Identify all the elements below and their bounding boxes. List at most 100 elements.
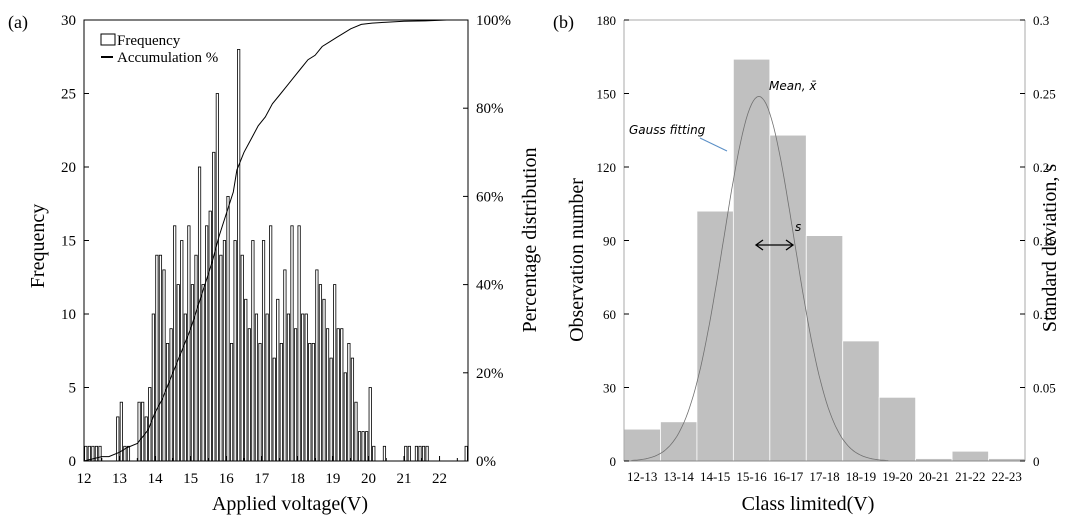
frequency-bar [279,342,283,462]
panel-a-right-axis-title: Percentage distribution [519,148,541,333]
panel-b-annotations: Gauss fitting Mean, x̄ s [629,79,817,251]
y-tick-label: 150 [597,87,617,102]
gauss-fitting-pointer [699,137,728,152]
frequency-bar [265,313,269,462]
panel-b-bars [623,58,1026,462]
frequency-bar [357,431,362,462]
frequency-bar [84,445,88,462]
x-tick-label: 22 [432,471,447,487]
panel-b-y-ticks: 0 30 60 90 120 150 180 [597,13,629,469]
frequency-bar [258,342,262,462]
x-tick-label: 16 [219,471,235,487]
frequency-bar [414,445,419,462]
y-tick-label: 15 [61,234,76,250]
panel-b-right-axis-title: Standard deviation, s [1039,164,1061,333]
frequency-bar [126,445,131,462]
legend-frequency-swatch [100,33,116,46]
frequency-bar [201,284,205,462]
x-tick-label: 20 [361,471,376,487]
y-tick-label: 20 [61,160,76,176]
panel-b-label: (b) [553,12,574,33]
panel-a-accumulation-series [83,19,468,462]
frequency-bar [176,284,180,462]
y-tick-label: 25 [61,87,76,103]
frequency-bar [237,49,241,462]
y-tick-label: 30 [603,381,616,396]
std-double-arrow [754,239,795,251]
x-tick-label: 22-23 [992,469,1022,484]
frequency-bar [272,357,276,462]
frequency-bar [165,342,170,462]
frequency-bar [464,445,468,462]
frequency-bar [173,225,177,462]
x-tick-label: 13 [112,471,127,487]
frequency-bar [350,357,355,462]
frequency-bar [162,269,166,462]
panel-a: (a) Frequency Applied voltage(V) Percent… [8,12,541,515]
class-bar [732,58,771,462]
legend-frequency-label: Frequency [117,33,181,49]
y-tick-label: 60 [603,307,616,322]
x-tick-label: 16-17 [773,469,804,484]
panel-a-x-ticks: 12 13 14 15 16 17 18 19 20 21 22 [77,456,458,487]
y-tick-label: 0 [610,454,617,469]
right-tick-label: 20% [476,366,504,382]
frequency-bar [240,254,244,462]
frequency-bar [343,372,347,462]
gauss-fit-curve [631,95,889,461]
frequency-bar [322,298,326,462]
x-tick-label: 18 [290,471,305,487]
frequency-bar [297,225,301,462]
frequency-bar [354,401,358,462]
frequency-bar [194,254,198,462]
panel-a-y-ticks: 0 5 10 15 20 25 30 [61,13,89,470]
right-tick-label: 80% [476,101,504,117]
legend-accumulation-label: Accumulation % [117,50,218,66]
x-tick-label: 18-19 [846,469,876,484]
frequency-bar [98,445,102,462]
frequency-bar [155,254,159,462]
class-bar [660,421,698,462]
gauss-fitting-label: Gauss fitting [629,123,706,137]
frequency-bar [222,240,227,462]
x-tick-label: 21-22 [955,469,985,484]
frequency-bar [365,431,369,462]
class-bar [769,134,807,462]
y-tick-label: 0 [69,454,77,470]
panel-a-legend: Frequency Accumulation % [100,33,218,66]
std-label: s [795,220,801,234]
panel-a-label: (a) [8,12,28,33]
panel-a-x-axis-title: Applied voltage(V) [212,493,368,515]
frequency-bar [212,151,216,462]
class-bar [951,450,989,462]
frequency-bar [290,225,294,462]
frequency-bar [254,313,259,462]
frequency-bar [208,210,212,462]
frequency-bar [261,240,266,462]
y-tick-label: 180 [597,13,617,28]
frequency-bar [190,284,195,462]
class-bar [805,235,844,462]
y-tick-label: 10 [61,307,76,323]
class-bar [623,428,661,462]
panel-b-right-ticks: 0 0.05 0.1 0.15 0.2 0.25 0.3 [1020,13,1056,469]
x-tick-label: 12 [77,471,92,487]
frequency-bar [137,401,141,462]
accumulation-line [83,19,468,462]
x-tick-label: 14 [148,471,164,487]
panel-b-gauss-fit [631,95,889,461]
frequency-bar [311,342,315,462]
frequency-bar [247,328,251,462]
y-tick-label: 120 [597,160,617,175]
panel-a-y-axis-title: Frequency [27,204,49,288]
frequency-bar [336,328,340,462]
right-tick-label: 100% [476,13,511,29]
frequency-bar [404,445,408,462]
frequency-bar [308,342,312,462]
frequency-bar [407,445,411,462]
frequency-bar [361,431,365,462]
x-tick-label: 15 [183,471,198,487]
frequency-bar [215,93,219,462]
frequency-bar [205,225,209,462]
